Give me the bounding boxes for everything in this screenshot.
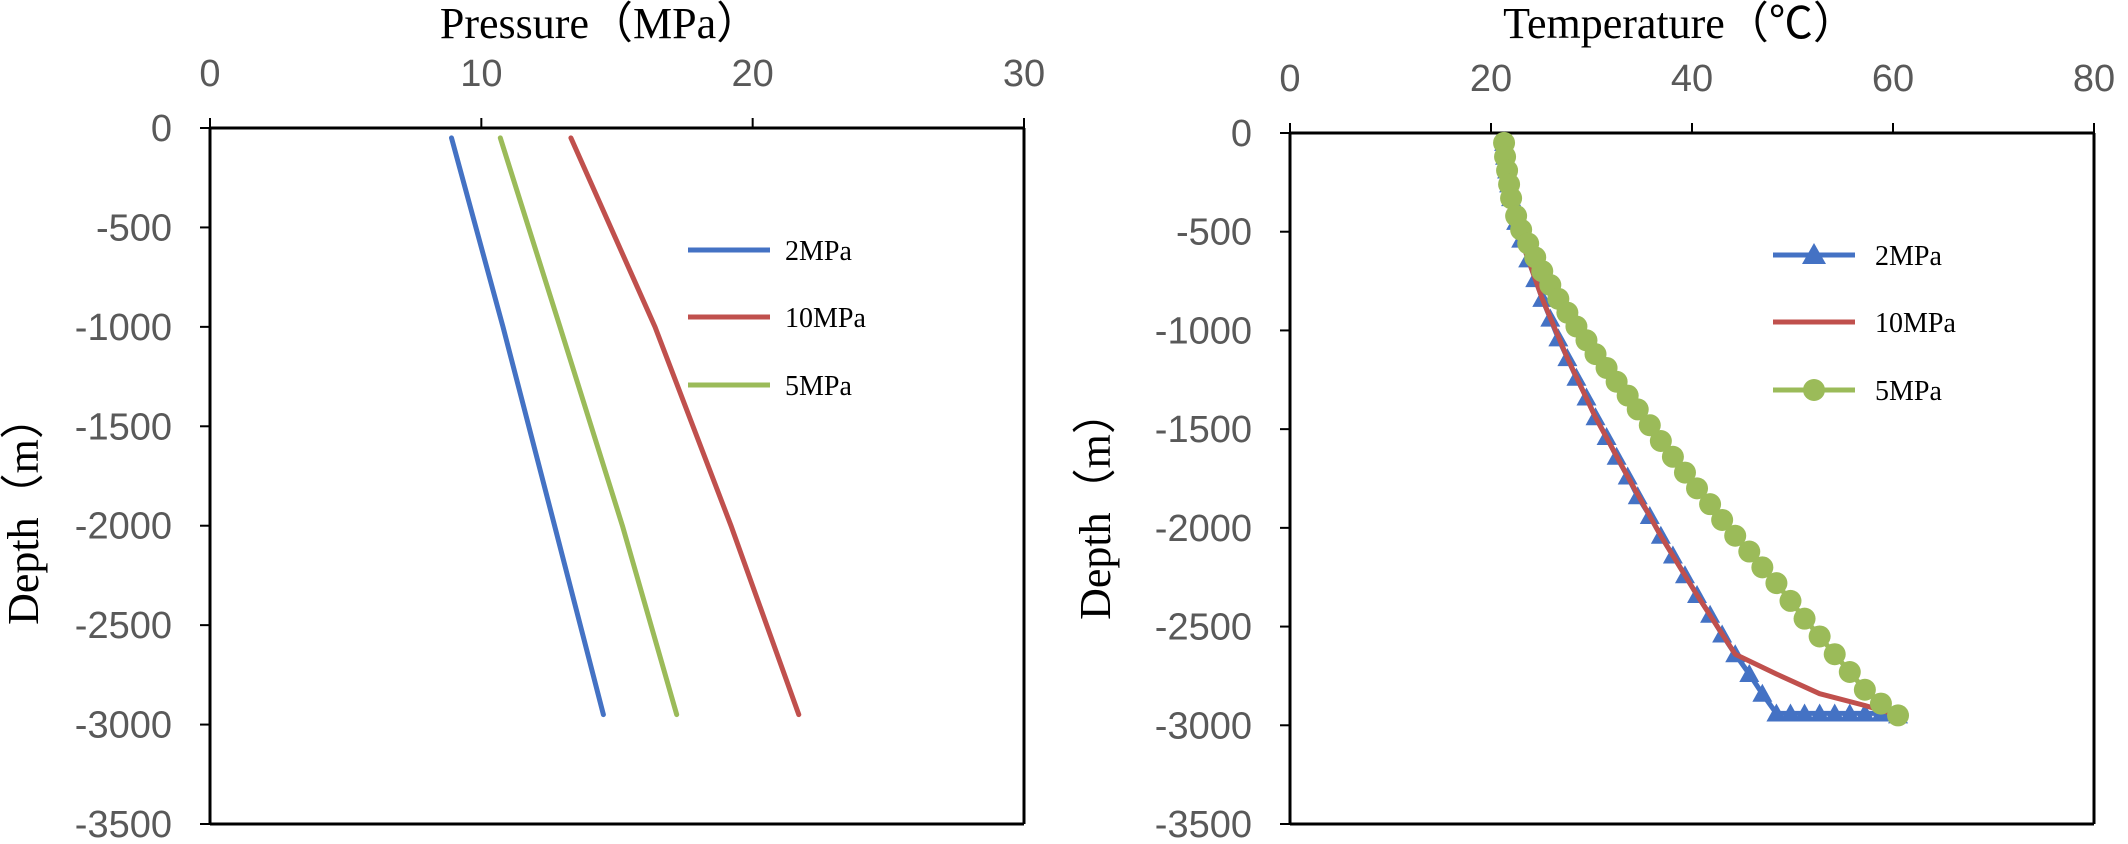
- y-tick-label: -3500: [75, 804, 172, 844]
- data-point: [1823, 643, 1846, 666]
- chart-2: Temperature（℃） Depth（m） 0 20 40 60 80 0 -500 -100…: [1071, 0, 2115, 844]
- data-point: [1686, 477, 1709, 500]
- x-tick-label: 60: [1872, 58, 1914, 100]
- chart-title: Temperature（℃）: [1503, 0, 1857, 48]
- data-point: [1626, 398, 1649, 421]
- x-tick-label: 30: [1003, 53, 1045, 95]
- data-point: [1673, 461, 1696, 484]
- data-point: [1711, 508, 1734, 531]
- series-5mpa: [497, 135, 680, 718]
- legend-item: 10MPa: [1773, 308, 1956, 339]
- legend-marker: [1802, 243, 1826, 264]
- y-tick-label: -1500: [75, 406, 172, 448]
- series-line: [1501, 140, 1901, 718]
- y-tick-label: -1500: [1155, 409, 1252, 451]
- data-point: [1765, 572, 1788, 595]
- data-point: [1809, 703, 1830, 722]
- y-tick-label: 0: [151, 108, 172, 150]
- y-tick-label: 0: [1231, 113, 1252, 155]
- series-10mpa: [1501, 140, 1901, 718]
- series-line: [1501, 140, 1901, 718]
- series-line: [568, 135, 802, 718]
- x-tick-label: 10: [460, 53, 502, 95]
- chart-title: Pressure（MPa）: [440, 0, 760, 48]
- series-2mpa: [1494, 132, 1909, 724]
- data-point: [1738, 540, 1761, 563]
- data-point: [1887, 704, 1910, 727]
- data-point: [1724, 524, 1747, 547]
- legend-item: 2MPa: [1773, 241, 1942, 272]
- data-point: [1638, 414, 1661, 437]
- x-tick-label: 20: [732, 53, 774, 95]
- data-point: [1751, 556, 1774, 579]
- y-axis-label: Depth（m）: [1071, 390, 1120, 620]
- data-point: [1854, 703, 1875, 722]
- y-axis-label: Depth（m）: [0, 395, 48, 625]
- legend-label: 5MPa: [785, 371, 852, 402]
- y-tick-label: -2500: [1155, 607, 1252, 649]
- data-point: [1869, 692, 1892, 715]
- series-2mpa: [449, 135, 606, 718]
- data-point: [1824, 703, 1845, 722]
- y-tick-label: -500: [1176, 212, 1252, 254]
- legend-label: 10MPa: [1875, 308, 1956, 339]
- x-tick-label: 40: [1671, 58, 1713, 100]
- data-point: [1766, 703, 1787, 722]
- legend-label: 2MPa: [1875, 241, 1942, 272]
- data-point: [1793, 607, 1816, 630]
- legend-item: 5MPa: [1773, 376, 1942, 407]
- chart-1: Pressure（MPa） Depth（m） 0 10 20 30 0 -500 -1000 -1…: [0, 0, 1045, 844]
- legend-item: 5MPa: [688, 371, 852, 402]
- data-point: [1739, 663, 1760, 682]
- series-line: [497, 135, 680, 718]
- x-tick-label: 20: [1470, 58, 1512, 100]
- legend-marker: [1803, 379, 1825, 401]
- series-10mpa: [568, 135, 802, 718]
- data-point: [1780, 703, 1801, 722]
- data-point: [1699, 493, 1722, 516]
- data-point: [1500, 187, 1523, 210]
- x-tick-label: 80: [2073, 58, 2115, 100]
- y-tick-label: -2000: [75, 506, 172, 548]
- y-tick-label: -500: [96, 207, 172, 249]
- series-line: [1501, 140, 1901, 718]
- data-point: [1853, 678, 1876, 701]
- data-point: [1794, 703, 1815, 722]
- legend-label: 2MPa: [785, 236, 852, 267]
- y-tick-label: -1000: [75, 307, 172, 349]
- data-point: [1779, 589, 1802, 612]
- legend-label: 10MPa: [785, 303, 866, 334]
- data-point: [1838, 660, 1861, 683]
- legend-label: 5MPa: [1875, 376, 1942, 407]
- series-line: [449, 135, 606, 718]
- data-point: [1752, 683, 1773, 702]
- legend-item: 10MPa: [688, 303, 866, 334]
- x-tick-label: 0: [199, 53, 220, 95]
- data-point: [1661, 445, 1684, 468]
- y-tick-label: -3000: [1155, 705, 1252, 747]
- data-point: [1839, 703, 1860, 722]
- y-tick-label: -1000: [1155, 310, 1252, 352]
- y-tick-label: -3500: [1155, 804, 1252, 844]
- y-tick-label: -3000: [75, 705, 172, 747]
- y-tick-label: -2500: [75, 605, 172, 647]
- y-tick-label: -2000: [1155, 508, 1252, 550]
- series-5mpa: [1493, 131, 1910, 727]
- legend-item: 2MPa: [688, 236, 852, 267]
- data-point: [1649, 429, 1672, 452]
- data-point: [1808, 625, 1831, 648]
- x-tick-label: 0: [1279, 58, 1300, 100]
